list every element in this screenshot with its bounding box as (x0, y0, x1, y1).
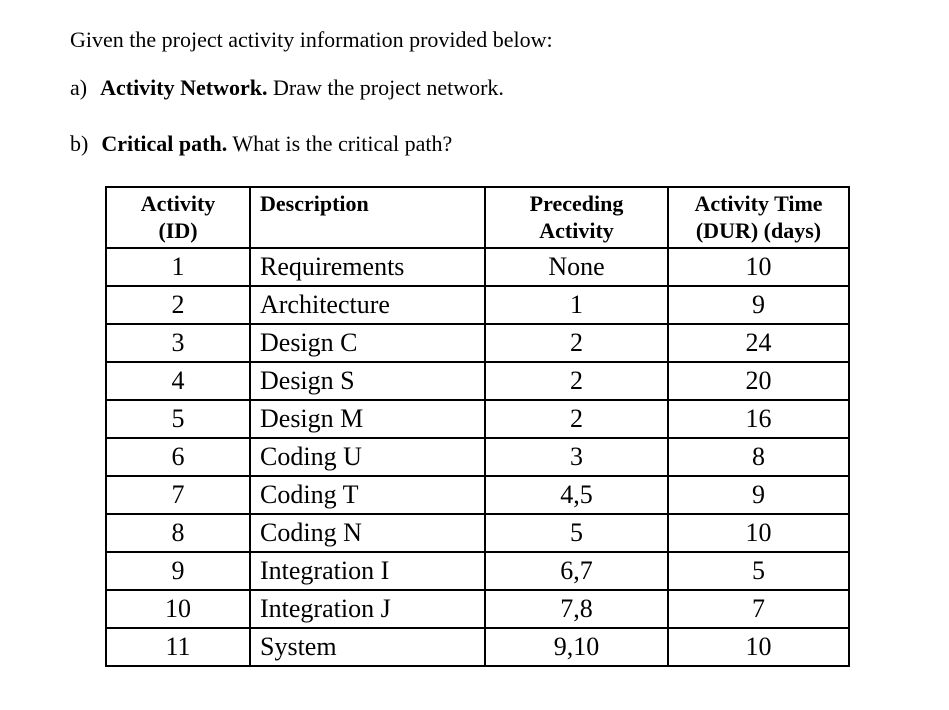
table-header: Activity (ID) Description Preceding Acti… (105, 186, 850, 249)
cell-activity-id: 5 (105, 399, 251, 439)
header-description: Description (249, 186, 486, 249)
cell-time: 10 (667, 513, 850, 553)
table-row: 7 Coding T 4,5 9 (105, 475, 850, 515)
question-a-text: Draw the project network. (267, 75, 504, 100)
table-row: 10 Integration J 7,8 7 (105, 589, 850, 629)
cell-activity-id: 3 (105, 323, 251, 363)
cell-description: System (249, 627, 486, 667)
table-row: 9 Integration I 6,7 5 (105, 551, 850, 591)
cell-preceding: 2 (484, 399, 669, 439)
activity-table: Activity (ID) Description Preceding Acti… (105, 186, 850, 667)
question-a: a) Activity Network. Draw the project net… (70, 74, 949, 102)
cell-activity-id: 2 (105, 285, 251, 325)
table-row: 11 System 9,10 10 (105, 627, 850, 667)
cell-description: Coding U (249, 437, 486, 477)
table-row: 5 Design M 2 16 (105, 399, 850, 439)
cell-time: 20 (667, 361, 850, 401)
question-a-prefix: a) (70, 75, 88, 100)
cell-preceding: 9,10 (484, 627, 669, 667)
cell-preceding: 2 (484, 361, 669, 401)
question-b: b) Critical path. What is the critical pa… (70, 130, 949, 158)
question-b-prefix: b) (70, 131, 89, 156)
cell-activity-id: 10 (105, 589, 251, 629)
header-activity-time: Activity Time (DUR) (days) (667, 186, 850, 249)
cell-description: Integration J (249, 589, 486, 629)
cell-activity-id: 1 (105, 247, 251, 287)
cell-description: Coding N (249, 513, 486, 553)
cell-time: 8 (667, 437, 850, 477)
cell-preceding: 4,5 (484, 475, 669, 515)
cell-description: Integration I (249, 551, 486, 591)
table-row: 6 Coding U 3 8 (105, 437, 850, 477)
document-page: Given the project activity information p… (70, 27, 949, 667)
cell-activity-id: 11 (105, 627, 251, 667)
cell-time: 9 (667, 475, 850, 515)
cell-activity-id: 9 (105, 551, 251, 591)
table-row: 4 Design S 2 20 (105, 361, 850, 401)
cell-activity-id: 6 (105, 437, 251, 477)
cell-description: Design S (249, 361, 486, 401)
table-body: 1 Requirements None 10 2 Architecture 1 … (105, 247, 850, 667)
cell-preceding: 1 (484, 285, 669, 325)
cell-time: 7 (667, 589, 850, 629)
cell-activity-id: 8 (105, 513, 251, 553)
cell-time: 16 (667, 399, 850, 439)
cell-preceding: 5 (484, 513, 669, 553)
cell-description: Design M (249, 399, 486, 439)
question-b-text: What is the critical path? (227, 131, 453, 156)
header-preceding-activity: Preceding Activity (484, 186, 669, 249)
question-a-title: Activity Network. (100, 75, 268, 100)
cell-description: Requirements (249, 247, 486, 287)
cell-activity-id: 4 (105, 361, 251, 401)
cell-time: 10 (667, 627, 850, 667)
header-row: Activity (ID) Description Preceding Acti… (105, 186, 850, 249)
cell-description: Design C (249, 323, 486, 363)
table-row: 1 Requirements None 10 (105, 247, 850, 287)
cell-time: 9 (667, 285, 850, 325)
question-b-title: Critical path. (101, 131, 228, 156)
cell-preceding: 6,7 (484, 551, 669, 591)
cell-preceding: 2 (484, 323, 669, 363)
cell-preceding: 3 (484, 437, 669, 477)
cell-description: Architecture (249, 285, 486, 325)
header-activity-id: Activity (ID) (105, 186, 251, 249)
cell-time: 5 (667, 551, 850, 591)
cell-activity-id: 7 (105, 475, 251, 515)
table-row: 2 Architecture 1 9 (105, 285, 850, 325)
table-row: 8 Coding N 5 10 (105, 513, 850, 553)
cell-time: 24 (667, 323, 850, 363)
cell-time: 10 (667, 247, 850, 287)
cell-description: Coding T (249, 475, 486, 515)
table-row: 3 Design C 2 24 (105, 323, 850, 363)
intro-text: Given the project activity information p… (70, 27, 553, 52)
cell-preceding: 7,8 (484, 589, 669, 629)
cell-preceding: None (484, 247, 669, 287)
